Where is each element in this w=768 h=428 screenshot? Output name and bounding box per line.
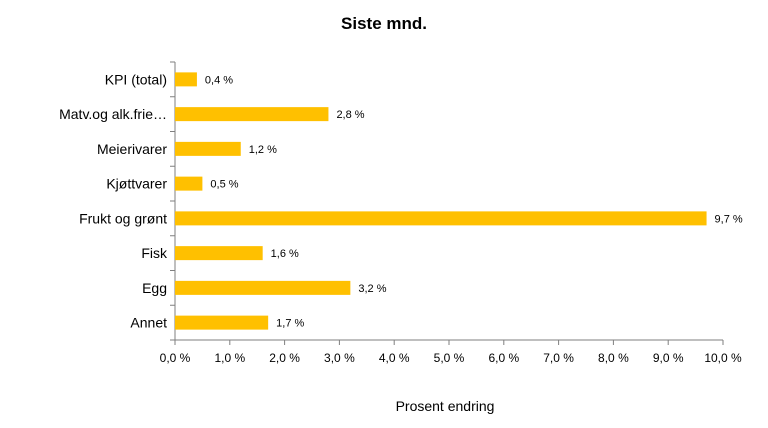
x-axis-label: Prosent endring [395, 398, 495, 414]
x-tick-label: 4,0 % [379, 351, 410, 365]
bar [175, 107, 329, 122]
bar [175, 246, 263, 261]
x-tick-label: 6,0 % [488, 351, 519, 365]
category-label: KPI (total) [105, 71, 167, 87]
value-label: 0,4 % [205, 74, 233, 86]
x-tick-label: 10,0 % [704, 351, 742, 365]
value-label: 3,2 % [358, 283, 386, 295]
category-label: Fisk [141, 245, 168, 261]
chart-title: Siste mnd. [341, 14, 427, 33]
x-tick-label: 7,0 % [543, 351, 574, 365]
value-label: 1,6 % [271, 248, 299, 260]
x-tick-label: 0,0 % [160, 351, 191, 365]
bar [175, 211, 707, 226]
value-label: 0,5 % [210, 179, 238, 191]
bar [175, 280, 351, 295]
x-tick-label: 1,0 % [214, 351, 245, 365]
x-tick-label: 2,0 % [269, 351, 300, 365]
value-label: 9,7 % [715, 213, 743, 225]
category-label: Egg [142, 280, 167, 296]
category-label: Frukt og grønt [79, 210, 167, 226]
x-tick-label: 5,0 % [434, 351, 465, 365]
category-label: Kjøttvarer [106, 176, 167, 192]
value-label: 1,2 % [249, 144, 277, 156]
category-label: Matv.og alk.frie… [59, 106, 167, 122]
bar [175, 141, 241, 156]
bar [175, 72, 197, 87]
x-tick-label: 8,0 % [598, 351, 629, 365]
value-label: 1,7 % [276, 318, 304, 330]
bar [175, 176, 203, 191]
x-tick-label: 9,0 % [653, 351, 684, 365]
category-label: Annet [130, 315, 167, 331]
bar [175, 315, 269, 330]
value-label: 2,8 % [336, 109, 364, 121]
x-tick-label: 3,0 % [324, 351, 355, 365]
category-label: Meierivarer [97, 141, 167, 157]
